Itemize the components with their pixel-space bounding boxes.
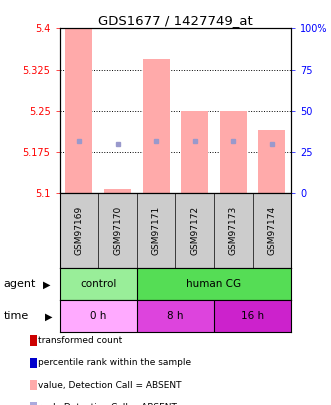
Bar (137, 269, 291, 301)
Bar (65, 28, 92, 193)
Bar (143, 59, 169, 193)
Bar (220, 111, 247, 193)
Text: GSM97172: GSM97172 (190, 206, 199, 256)
Text: 8 h: 8 h (167, 311, 184, 321)
Text: GSM97170: GSM97170 (113, 206, 122, 256)
Text: human CG: human CG (186, 279, 242, 289)
Bar (181, 111, 208, 193)
Bar (259, 130, 285, 193)
Bar (60, 269, 137, 301)
Text: GSM97169: GSM97169 (74, 206, 83, 256)
Text: GSM97174: GSM97174 (267, 206, 276, 256)
Bar (104, 190, 131, 193)
Text: 0 h: 0 h (90, 311, 106, 321)
Text: 16 h: 16 h (241, 311, 264, 321)
Text: control: control (80, 279, 117, 289)
Text: ▶: ▶ (43, 279, 51, 289)
Text: GSM97173: GSM97173 (229, 206, 238, 256)
Text: agent: agent (3, 279, 36, 289)
Text: transformed count: transformed count (38, 336, 122, 345)
Text: percentile rank within the sample: percentile rank within the sample (38, 358, 191, 367)
Text: time: time (3, 311, 28, 321)
Bar (137, 301, 214, 333)
Text: value, Detection Call = ABSENT: value, Detection Call = ABSENT (38, 381, 182, 390)
Bar (214, 301, 291, 333)
Title: GDS1677 / 1427749_at: GDS1677 / 1427749_at (98, 14, 253, 27)
Bar (60, 301, 137, 333)
Text: rank, Detection Call = ABSENT: rank, Detection Call = ABSENT (38, 403, 177, 405)
Text: ▶: ▶ (45, 311, 52, 321)
Text: GSM97171: GSM97171 (152, 206, 161, 256)
